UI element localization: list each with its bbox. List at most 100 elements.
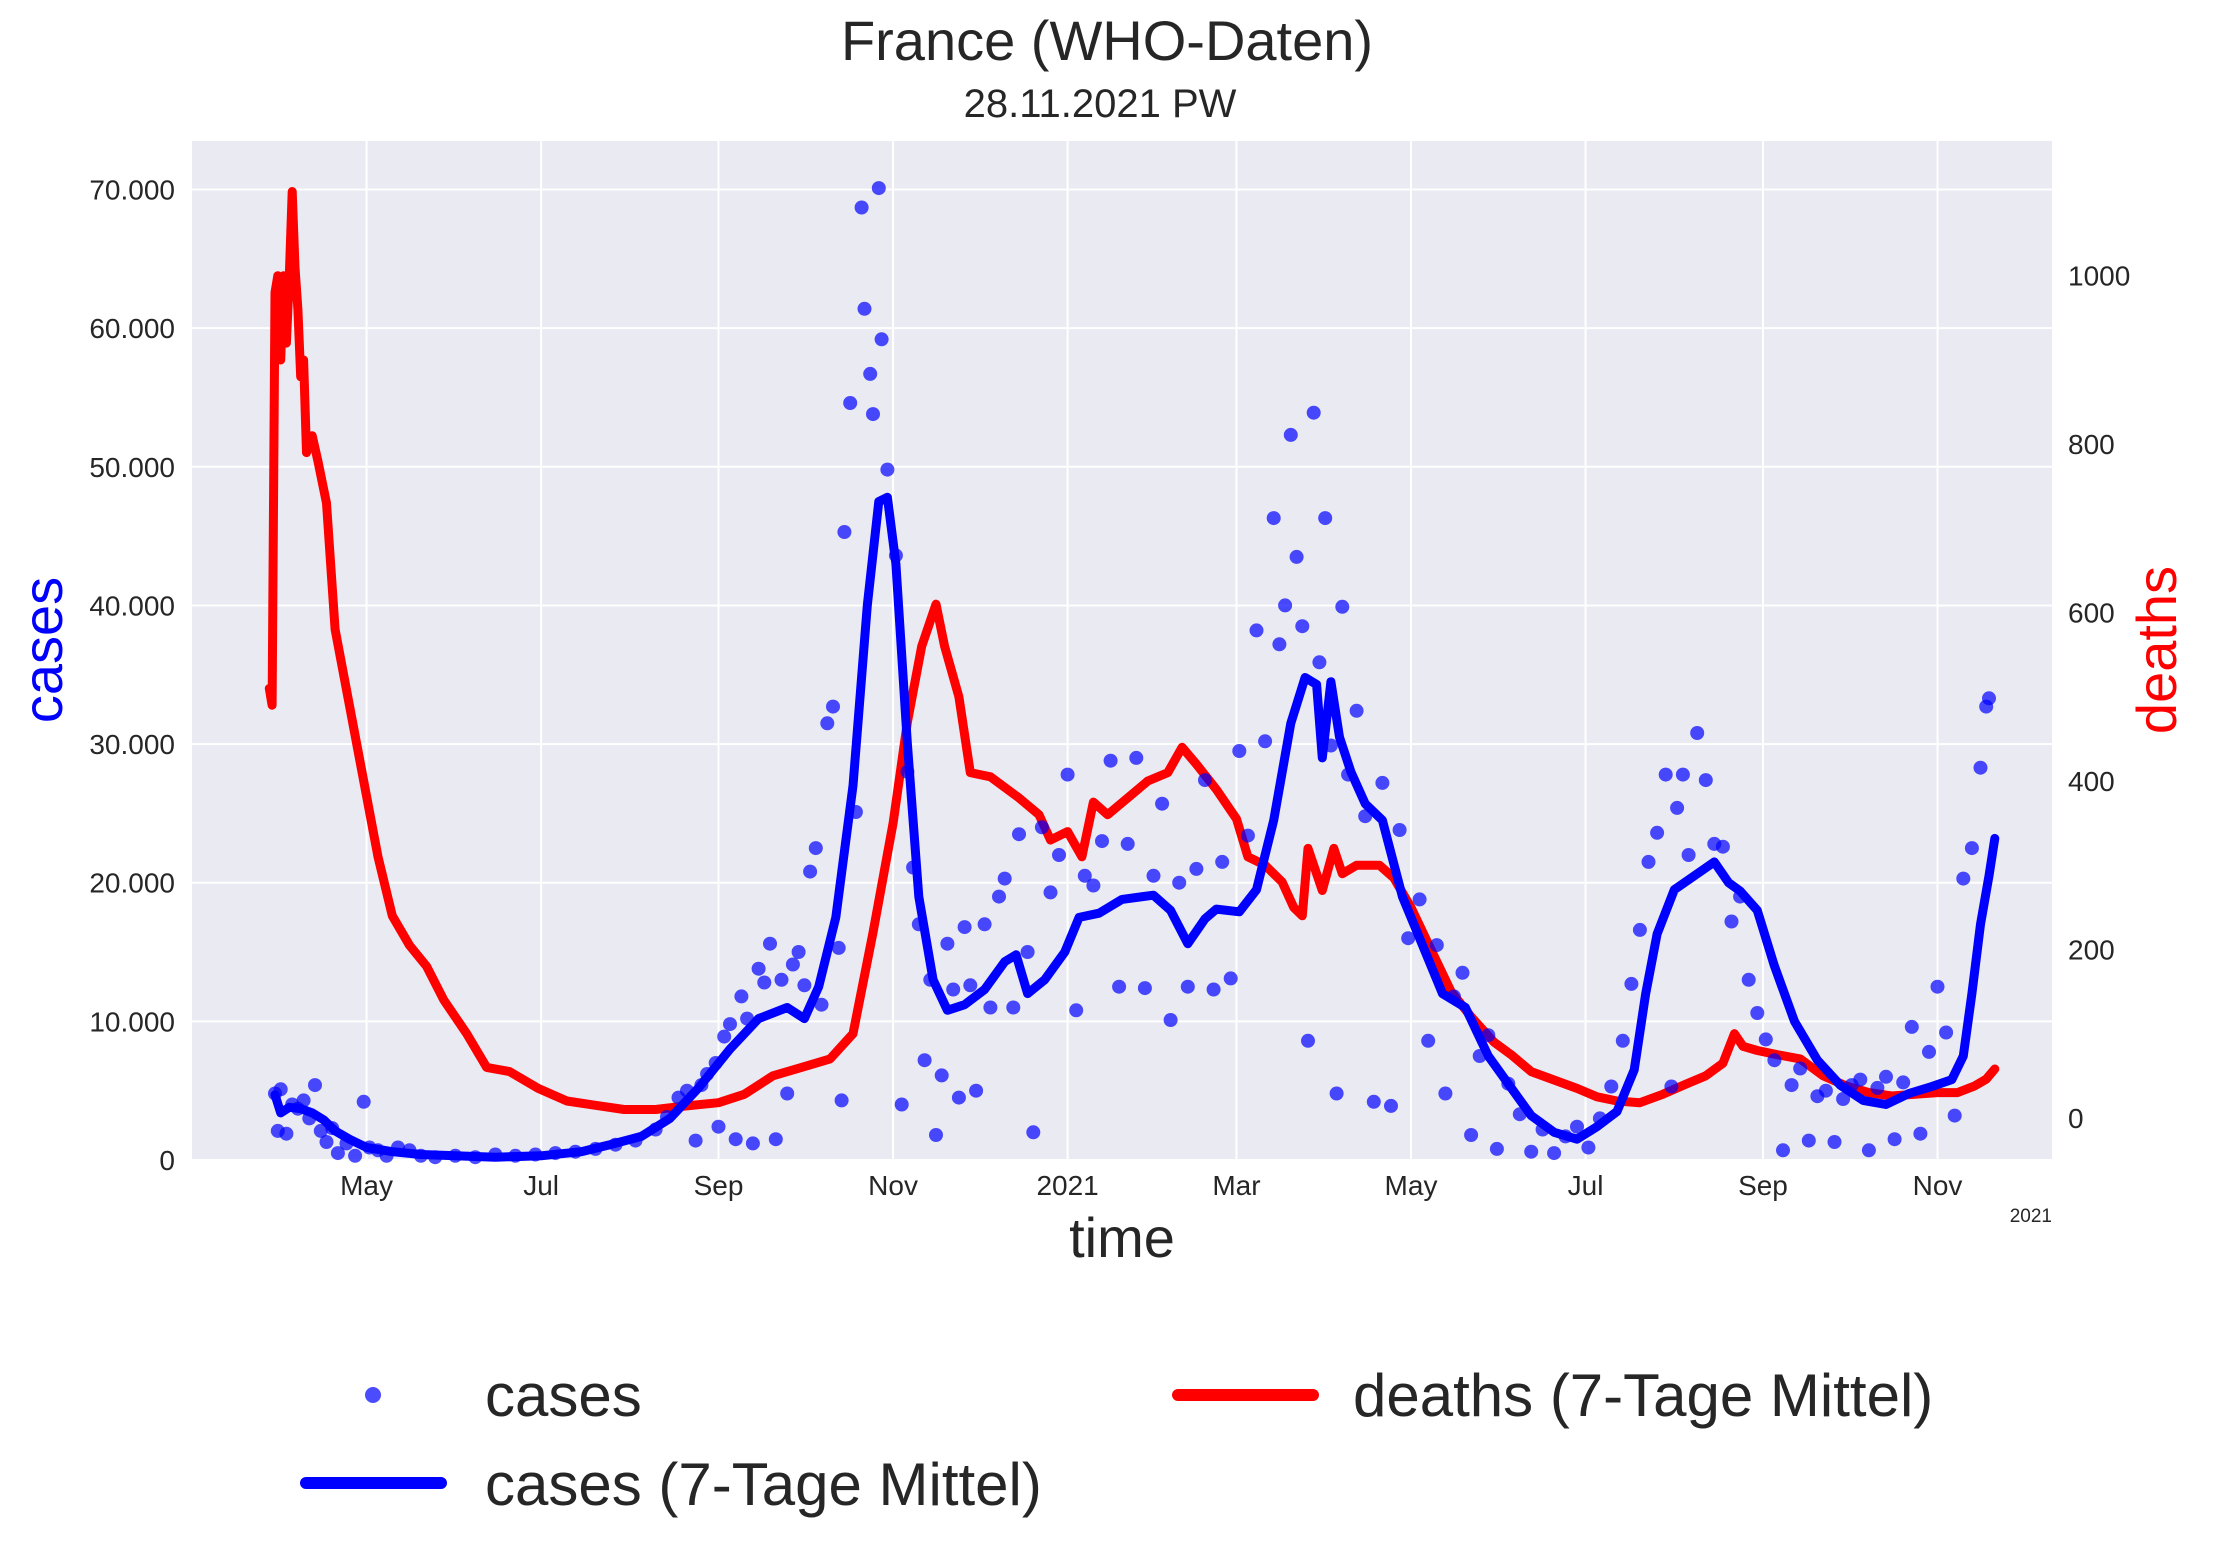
cases-point — [1715, 839, 1730, 854]
cases-point — [1335, 599, 1350, 614]
cases-point — [1301, 1033, 1315, 1048]
cases-point — [1172, 875, 1187, 890]
cases-point — [934, 1068, 949, 1083]
cases-point — [957, 920, 972, 935]
cases-point — [1283, 427, 1298, 442]
cases-point — [1801, 1133, 1816, 1148]
cases-point — [1758, 1032, 1773, 1047]
cases-point — [1670, 800, 1685, 815]
cases-point — [826, 699, 840, 714]
cases-point — [1615, 1033, 1630, 1048]
cases-point — [1086, 878, 1101, 893]
cases-point — [834, 1093, 849, 1108]
cases-point — [330, 1146, 345, 1161]
x-tick-label: Mar — [1212, 1170, 1260, 1201]
legend-marker-cases — [365, 1387, 381, 1403]
cases-point — [1412, 892, 1427, 907]
cases-point — [1870, 1080, 1885, 1095]
cases-point — [308, 1078, 322, 1093]
cases-point — [803, 864, 818, 879]
cases-point — [1664, 1079, 1679, 1094]
cases-point — [1836, 1092, 1851, 1106]
cases-point — [1879, 1069, 1893, 1084]
cases-point — [1429, 938, 1444, 953]
cases-point — [1784, 1078, 1799, 1093]
cases-point — [1006, 1000, 1021, 1015]
y-left-tick-label: 50.000 — [89, 452, 175, 483]
y-left-tick-label: 10.000 — [89, 1006, 175, 1037]
cases-point — [1964, 841, 1979, 856]
cases-point — [1973, 760, 1988, 775]
cases-point — [1034, 820, 1049, 835]
cases-point — [951, 1090, 966, 1105]
cases-point — [1793, 1061, 1808, 1076]
cases-point — [1312, 655, 1327, 670]
y-left-tick-label: 0 — [159, 1145, 175, 1176]
cases-point — [1698, 773, 1713, 788]
cases-point — [1438, 1086, 1453, 1101]
cases-point — [1922, 1044, 1936, 1059]
cases-point — [1547, 1146, 1562, 1161]
cases-point — [857, 301, 872, 316]
cases-point — [1258, 734, 1273, 749]
cases-point — [1366, 1094, 1381, 1109]
cases-point — [356, 1094, 371, 1109]
cases-point — [863, 366, 878, 381]
cases-point — [1249, 623, 1264, 638]
cases-point — [1939, 1025, 1954, 1040]
cases-point — [1401, 931, 1416, 946]
cases-point — [1641, 854, 1656, 869]
cases-point — [1095, 834, 1109, 849]
cases-point — [1198, 773, 1212, 788]
cases-point — [1180, 979, 1195, 994]
cases-point — [728, 1132, 743, 1147]
cases-point — [1318, 511, 1333, 526]
cases-point — [1392, 823, 1407, 837]
cases-point — [711, 1119, 726, 1134]
cases-point — [837, 525, 852, 539]
cases-point — [1020, 945, 1035, 959]
cases-point — [917, 1053, 932, 1068]
cases-point — [774, 972, 789, 987]
cases-point — [983, 1000, 998, 1015]
cases-point — [1272, 637, 1287, 652]
cases-point — [1818, 1083, 1833, 1098]
cases-point — [313, 1123, 328, 1138]
cases-point — [1681, 848, 1696, 862]
cases-point — [1904, 1019, 1919, 1034]
cases-point — [1750, 1006, 1765, 1020]
cases-point — [843, 396, 858, 410]
cases-point — [768, 1132, 783, 1147]
cases-point — [946, 982, 961, 997]
cases-avg-line — [270, 492, 2000, 1162]
cases-point — [940, 936, 955, 951]
cases-point — [1632, 922, 1647, 937]
cases-point — [854, 200, 869, 215]
legend-label-deaths-avg: deaths (7-Tage Mittel) — [1353, 1362, 1933, 1429]
cases-point — [348, 1148, 363, 1163]
cases-point — [279, 1126, 294, 1141]
cases-point — [992, 889, 1006, 904]
cases-point — [1223, 971, 1238, 986]
cases-point — [997, 871, 1012, 886]
x-tick-label: Sep — [1738, 1170, 1788, 1201]
cases-point — [1741, 972, 1756, 987]
cases-point — [1289, 549, 1304, 564]
cases-point — [1464, 1128, 1479, 1142]
cases-point — [1581, 1140, 1596, 1155]
y-left-tick-label: 30.000 — [89, 729, 175, 760]
cases-point — [1776, 1143, 1790, 1158]
x-offset-label: 2021 — [2010, 1206, 2052, 1227]
cases-point — [751, 961, 766, 976]
cases-point — [1624, 976, 1639, 991]
cases-point — [1155, 796, 1170, 811]
cases-point — [963, 978, 978, 993]
cases-avg-series — [270, 492, 2000, 1162]
cases-point — [880, 462, 895, 477]
cases-point — [1278, 598, 1293, 613]
cases-point — [871, 181, 886, 196]
cases-point — [1767, 1053, 1782, 1068]
cases-point — [1043, 885, 1058, 900]
y-left-tick-label: 20.000 — [89, 868, 175, 899]
